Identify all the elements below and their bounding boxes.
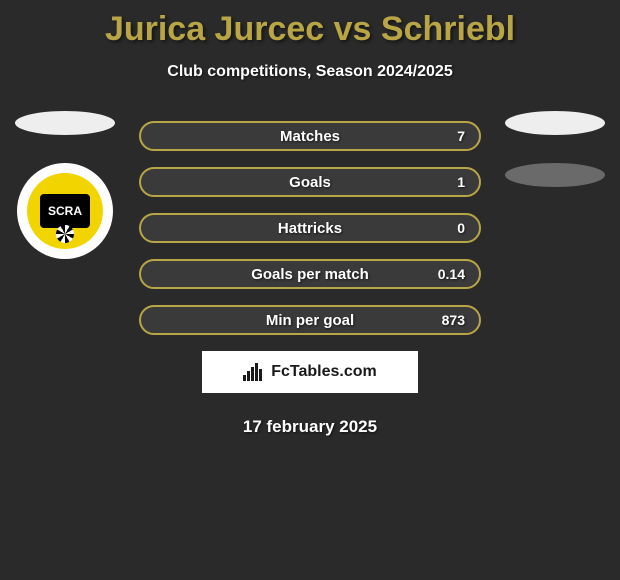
stat-right-value: 0.14 [438, 266, 465, 282]
right-player-oval [505, 111, 605, 135]
left-club-logo: SCRA [17, 163, 113, 259]
right-player-column [500, 111, 610, 215]
stat-row: Min per goal 873 [139, 305, 481, 335]
logo-text: SCRA [48, 204, 82, 218]
stat-right-value: 873 [442, 312, 465, 328]
comparison-body: SCRA Matches 7 Goals 1 Hattricks 0 Goals per m… [0, 121, 620, 437]
brand-box: FcTables.com [202, 351, 418, 393]
stat-label: Goals [289, 174, 331, 191]
stat-row: Matches 7 [139, 121, 481, 151]
infographic-root: Jurica Jurcec vs Schriebl Club competiti… [0, 0, 620, 437]
stat-row: Goals 1 [139, 167, 481, 197]
stat-rows: Matches 7 Goals 1 Hattricks 0 Goals per match 0… [139, 121, 481, 335]
stat-row: Goals per match 0.14 [139, 259, 481, 289]
logo-ball-icon [56, 225, 74, 243]
stat-right-value: 0 [457, 220, 465, 236]
left-player-oval [15, 111, 115, 135]
stat-label: Matches [280, 128, 340, 145]
bars-icon [243, 363, 265, 381]
stat-label: Hattricks [278, 220, 342, 237]
stat-right-value: 7 [457, 128, 465, 144]
logo-shield: SCRA [40, 194, 90, 228]
date-text: 17 february 2025 [0, 417, 620, 437]
stat-label: Min per goal [266, 312, 354, 329]
page-title: Jurica Jurcec vs Schriebl [0, 0, 620, 49]
brand-text: FcTables.com [271, 363, 377, 381]
right-player-oval [505, 163, 605, 187]
stat-label: Goals per match [251, 266, 369, 283]
page-subtitle: Club competitions, Season 2024/2025 [0, 63, 620, 81]
stat-row: Hattricks 0 [139, 213, 481, 243]
logo-inner: SCRA [27, 173, 103, 249]
left-player-column: SCRA [10, 111, 120, 259]
stat-right-value: 1 [457, 174, 465, 190]
